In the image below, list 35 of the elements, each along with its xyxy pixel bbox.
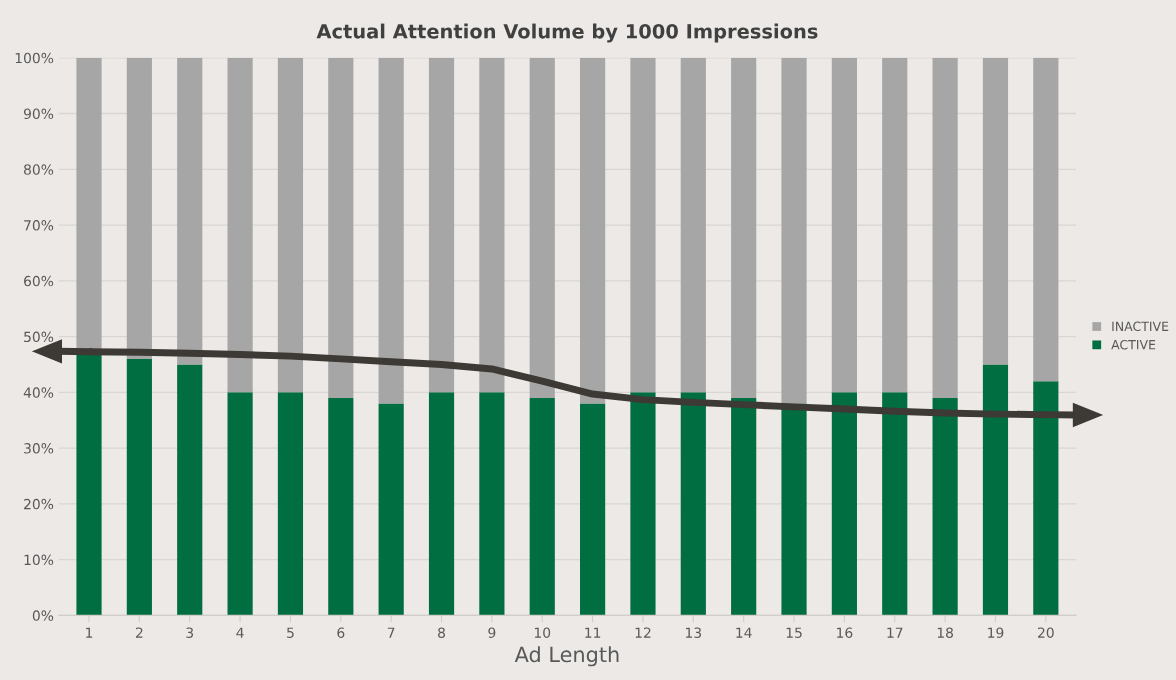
y-tick-label: 100%: [15, 52, 54, 64]
x-tick-label: 14: [736, 627, 752, 638]
x-tick-label: 1: [86, 627, 93, 638]
x-tick-label: 4: [236, 627, 244, 638]
chart-title: Actual Attention Volume by 1000 Impressions: [316, 23, 818, 43]
x-tick-label: 18: [937, 627, 953, 638]
y-tick-label: 90%: [23, 108, 54, 120]
legend-label: INACTIVE: [1112, 321, 1169, 332]
x-tick-label: 8: [438, 627, 445, 638]
x-tick-label: 20: [1038, 627, 1054, 638]
y-tick-label: 0%: [32, 610, 54, 621]
x-tick-label: 3: [186, 627, 194, 638]
x-axis-title: Ad Length: [514, 646, 619, 667]
y-tick-label: 40%: [23, 387, 54, 398]
legend-label: ACTIVE: [1111, 339, 1156, 350]
x-tick-label: 9: [488, 627, 496, 638]
x-tick-label: 7: [387, 627, 395, 638]
x-tick-label: 19: [988, 627, 1004, 638]
x-tick-label: 6: [337, 627, 345, 638]
x-tick-label: 16: [837, 627, 853, 638]
y-tick-label: 10%: [24, 554, 54, 566]
x-tick-label: 15: [786, 627, 802, 638]
y-tick-label: 80%: [24, 164, 54, 175]
y-tick-label: 60%: [24, 275, 54, 287]
y-tick-label: 70%: [24, 220, 54, 231]
y-tick-label: 20%: [24, 498, 54, 510]
x-tick-label: 2: [135, 627, 143, 638]
x-tick-label: 10: [534, 627, 551, 638]
y-tick-label: 50%: [24, 331, 54, 343]
x-tick-label: 12: [635, 627, 651, 638]
x-tick-label: 5: [287, 627, 294, 638]
x-tick-label: 11: [585, 627, 601, 638]
y-tick-label: 30%: [24, 443, 54, 454]
x-tick-label: 17: [887, 627, 903, 638]
x-tick-label: 13: [686, 627, 702, 638]
